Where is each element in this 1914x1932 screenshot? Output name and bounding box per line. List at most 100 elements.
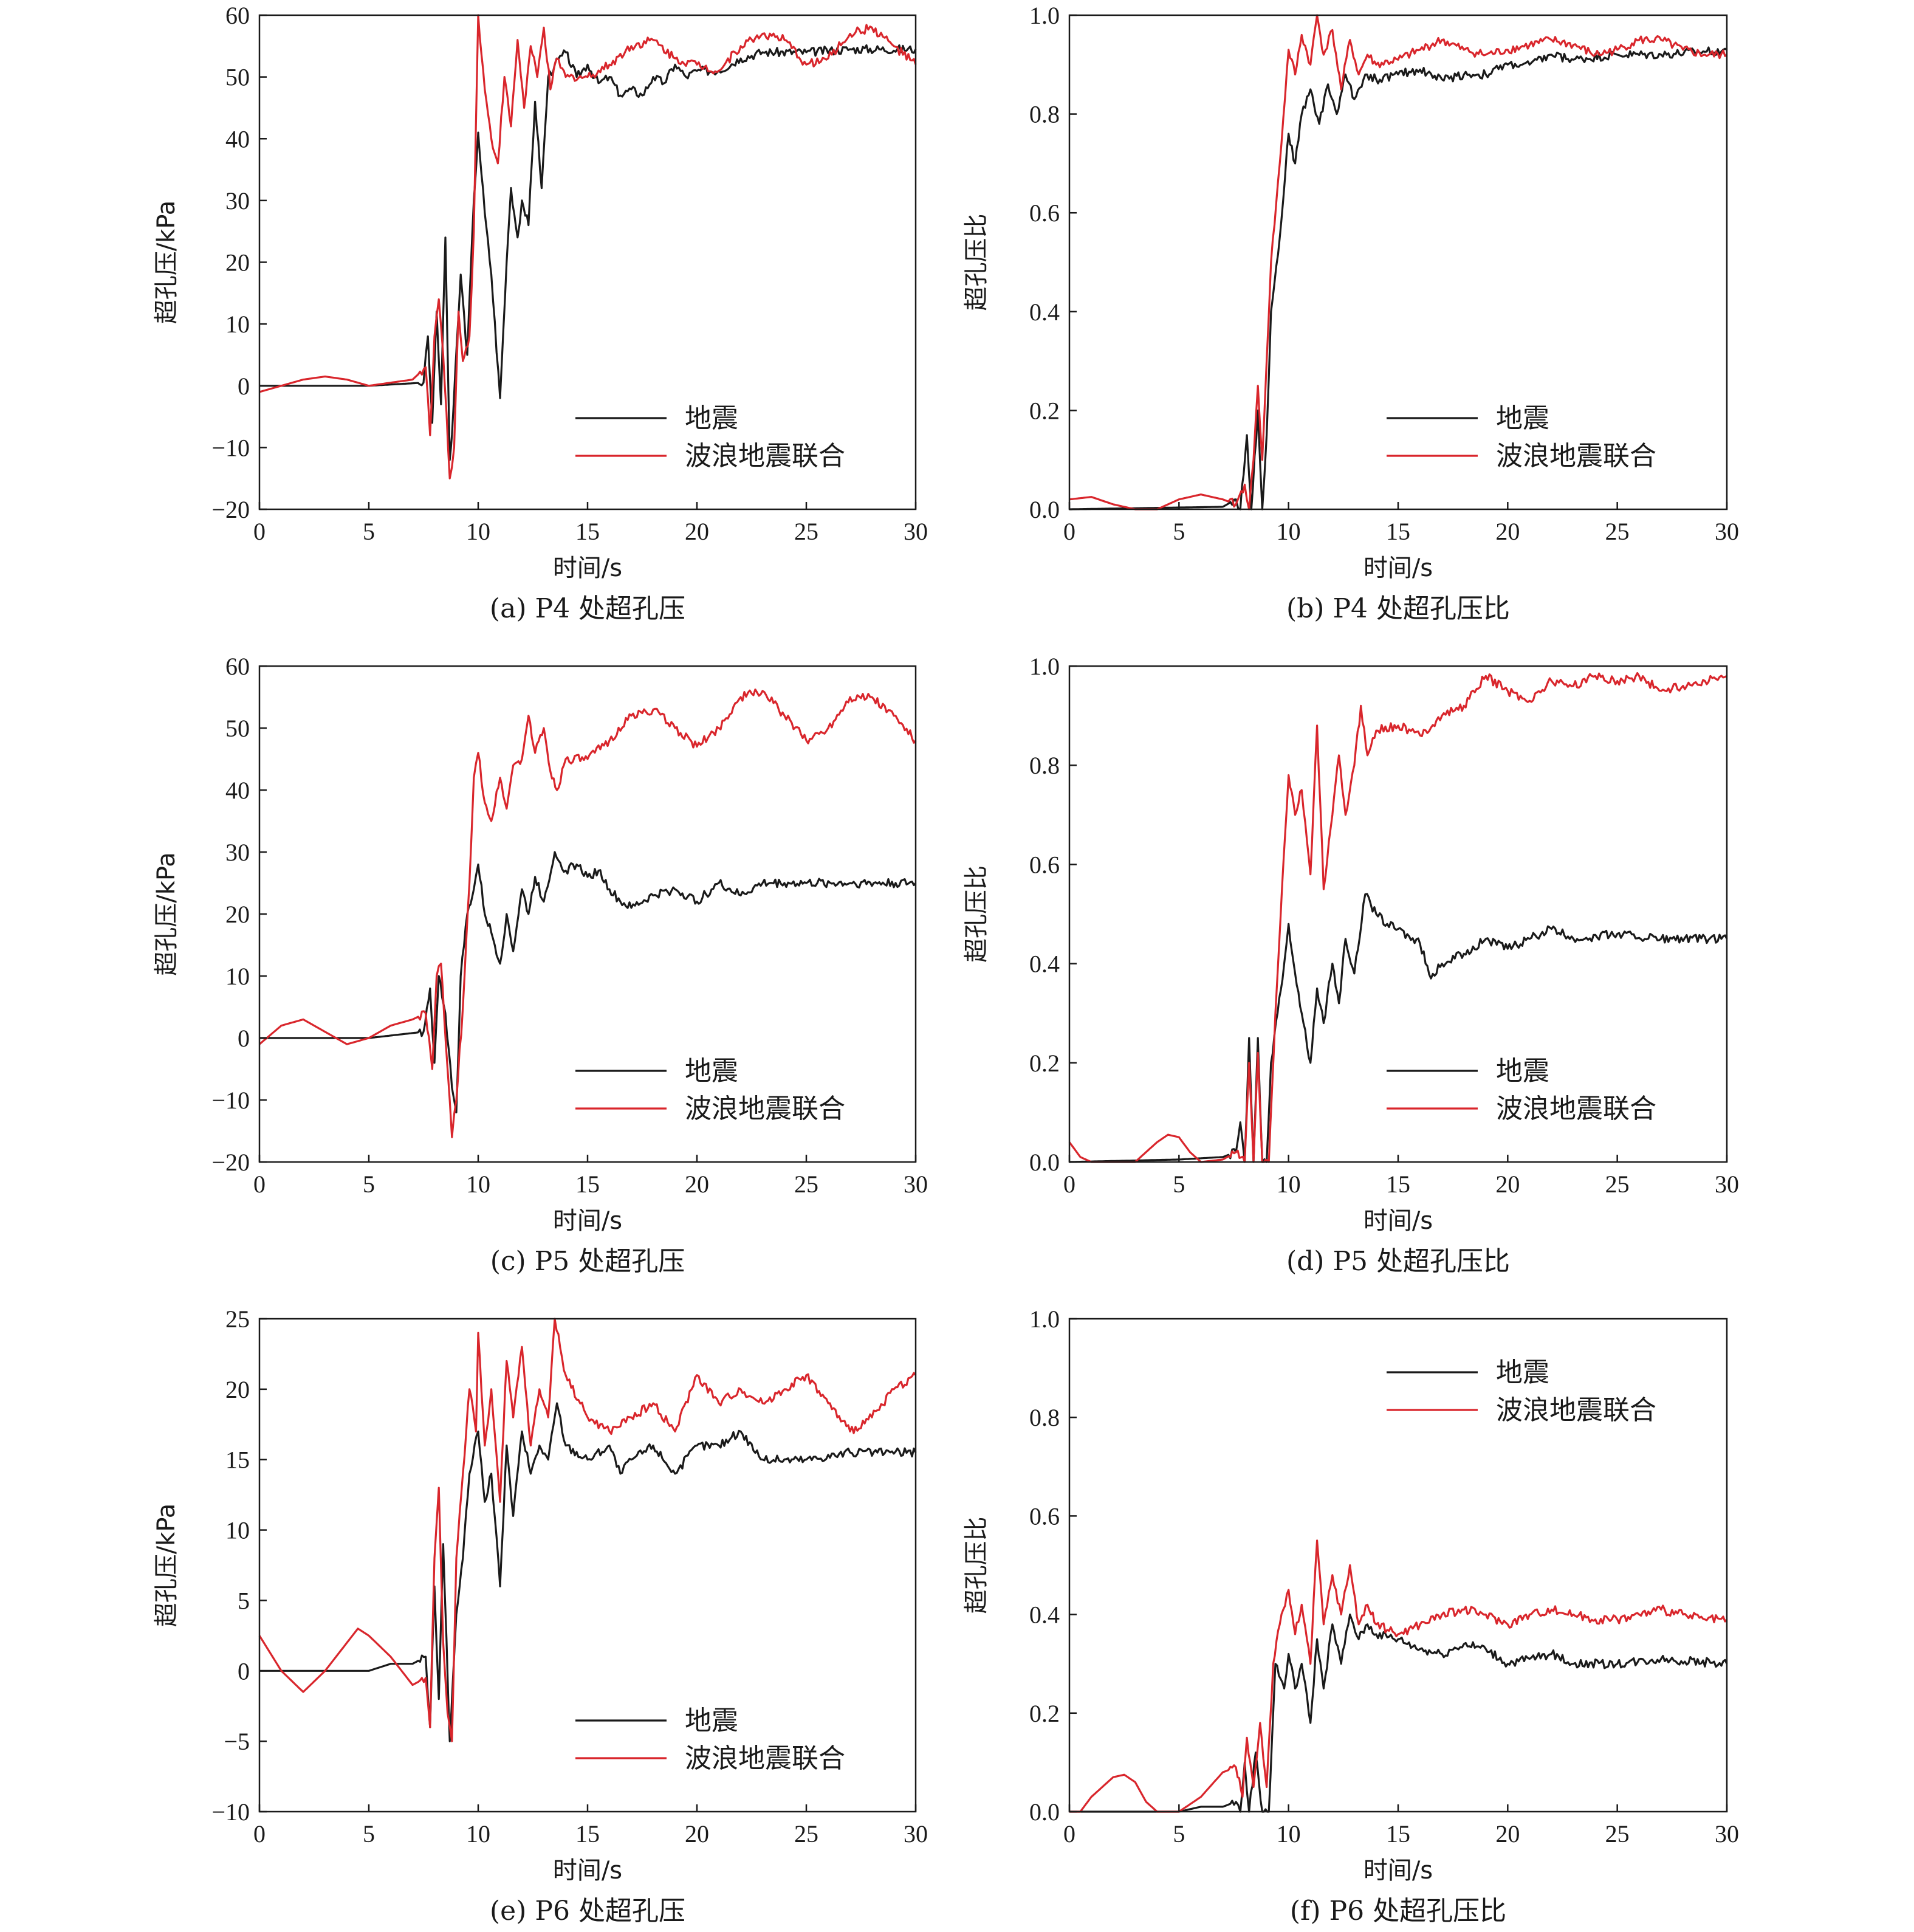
x-tick-label: 5 xyxy=(363,518,375,545)
y-tick-label: 0.0 xyxy=(1029,1149,1060,1176)
chart-panel-4: 0 5 10 15 20 25 30 −10 −5 0 5 10 15 20 25 时间/s 超孔压/kPa (e… xyxy=(153,1305,928,1927)
y-tick-label: 0.2 xyxy=(1029,1050,1060,1077)
y-tick-label: 50 xyxy=(225,715,250,742)
x-tick-label: 5 xyxy=(1173,1171,1185,1198)
x-tick-label: 0 xyxy=(1063,1171,1075,1198)
y-tick-label: 20 xyxy=(225,901,250,928)
x-tick-label: 20 xyxy=(685,518,709,545)
legend-label-earthquake: 地震 xyxy=(685,1705,738,1736)
y-tick-label: 10 xyxy=(225,311,250,338)
y-tick-label: 0.8 xyxy=(1029,752,1060,779)
y-tick-label: 10 xyxy=(225,963,250,990)
legend-label-combined: 波浪地震联合 xyxy=(1496,1395,1656,1426)
x-tick-label: 5 xyxy=(1173,518,1185,545)
y-tick-label: 0.8 xyxy=(1029,1404,1060,1431)
series-line-earthquake xyxy=(259,1402,917,1742)
legend-label-earthquake: 地震 xyxy=(1496,1056,1549,1087)
chart-caption: (c) P5 处超孔压 xyxy=(490,1246,685,1277)
y-axis-title: 超孔压比 xyxy=(962,214,990,311)
x-tick-label: 25 xyxy=(1605,1820,1630,1848)
legend-label-earthquake: 地震 xyxy=(1496,1357,1549,1388)
chart-panel-5: 0 5 10 15 20 25 30 0.0 0.2 0.4 0.6 0.8 1.0 时间/s 超孔压比 (f… xyxy=(962,1305,1739,1927)
series-line-combined xyxy=(258,688,917,1138)
y-tick-label: 0 xyxy=(238,1657,250,1685)
x-axis-title: 时间/s xyxy=(1363,1857,1433,1885)
series-line-earthquake xyxy=(1069,1614,1728,1813)
x-tick-label: 20 xyxy=(1495,1171,1520,1198)
chart-caption: (d) P5 处超孔压比 xyxy=(1286,1246,1510,1277)
y-tick-label: −5 xyxy=(224,1728,250,1755)
y-tick-label: 0 xyxy=(238,373,250,400)
chart-caption: (b) P4 处超孔压比 xyxy=(1286,593,1510,624)
x-tick-label: 0 xyxy=(1063,1820,1075,1848)
x-tick-label: 20 xyxy=(685,1171,709,1198)
legend-label-earthquake: 地震 xyxy=(1496,403,1549,434)
x-tick-label: 25 xyxy=(794,518,818,545)
chart-panel-0: 0 5 10 15 20 25 30 −20 −10 0 10 20 30 40 50 60 时间/s 超孔压/k… xyxy=(153,2,928,624)
legend-label-earthquake: 地震 xyxy=(685,403,738,434)
y-tick-label: 0.4 xyxy=(1029,951,1060,978)
x-tick-label: 25 xyxy=(1605,1171,1630,1198)
x-tick-label: 5 xyxy=(1173,1820,1185,1848)
x-tick-label: 25 xyxy=(794,1820,818,1848)
y-axis-title: 超孔压/kPa xyxy=(153,201,180,324)
x-tick-label: 15 xyxy=(1386,1171,1410,1198)
y-tick-label: 20 xyxy=(225,1376,250,1403)
x-tick-label: 15 xyxy=(575,1171,600,1198)
y-tick-label: 0.8 xyxy=(1029,101,1060,128)
y-tick-label: −10 xyxy=(211,1087,250,1114)
series-line-combined xyxy=(1069,14,1727,511)
x-tick-label: 10 xyxy=(1277,518,1301,545)
series-line-earthquake xyxy=(1069,46,1727,511)
y-tick-label: −20 xyxy=(211,496,250,523)
x-tick-label: 15 xyxy=(1386,518,1410,545)
x-tick-label: 30 xyxy=(1715,1820,1739,1848)
series-line-combined xyxy=(259,14,917,480)
x-tick-label: 25 xyxy=(1605,518,1630,545)
y-tick-label: −10 xyxy=(211,434,250,461)
y-axis-title: 超孔压比 xyxy=(962,865,990,963)
y-tick-label: 0 xyxy=(238,1025,250,1052)
x-axis-title: 时间/s xyxy=(553,1857,622,1885)
x-tick-label: 30 xyxy=(1715,1171,1739,1198)
x-axis-title: 时间/s xyxy=(553,1207,622,1235)
chart-panel-2: 0 5 10 15 20 25 30 −20 −10 0 10 20 30 40 50 60 时间/s 超孔压/k… xyxy=(153,653,928,1277)
y-tick-label: 1.0 xyxy=(1029,653,1060,680)
x-tick-label: 30 xyxy=(904,1171,928,1198)
y-tick-label: 40 xyxy=(225,125,250,153)
series-line-combined xyxy=(1068,672,1727,1163)
chart-panel-3: 0 5 10 15 20 25 30 0.0 0.2 0.4 0.6 0.8 1.0 时间/s 超孔压比 (d… xyxy=(962,653,1739,1277)
legend-label-combined: 波浪地震联合 xyxy=(1496,441,1656,472)
legend-label-combined: 波浪地震联合 xyxy=(1496,1093,1656,1124)
x-tick-label: 10 xyxy=(1277,1820,1301,1848)
chart-caption: (e) P6 处超孔压 xyxy=(490,1896,685,1927)
y-tick-label: 5 xyxy=(238,1587,250,1614)
y-tick-label: 25 xyxy=(225,1305,250,1333)
y-tick-label: 0.0 xyxy=(1029,1798,1060,1826)
x-tick-label: 20 xyxy=(685,1820,709,1848)
x-tick-label: 20 xyxy=(1495,518,1520,545)
x-tick-label: 10 xyxy=(466,1171,490,1198)
x-axis-title: 时间/s xyxy=(1363,554,1433,582)
x-tick-label: 10 xyxy=(466,1820,490,1848)
plot-frame xyxy=(1068,14,1728,511)
y-tick-label: 50 xyxy=(225,64,250,91)
y-axis-title: 超孔压比 xyxy=(962,1517,990,1614)
legend-label-combined: 波浪地震联合 xyxy=(685,441,845,472)
y-tick-label: 0.6 xyxy=(1029,851,1060,878)
x-tick-label: 0 xyxy=(1063,518,1075,545)
series-line-earthquake xyxy=(259,44,917,461)
y-axis-title: 超孔压/kPa xyxy=(153,1504,180,1627)
y-tick-label: 0.2 xyxy=(1029,397,1060,424)
y-tick-label: 60 xyxy=(225,2,250,29)
y-tick-label: 60 xyxy=(225,653,250,680)
series-line-earthquake xyxy=(259,851,917,1113)
y-tick-label: 40 xyxy=(225,777,250,804)
y-tick-label: 20 xyxy=(225,249,250,277)
